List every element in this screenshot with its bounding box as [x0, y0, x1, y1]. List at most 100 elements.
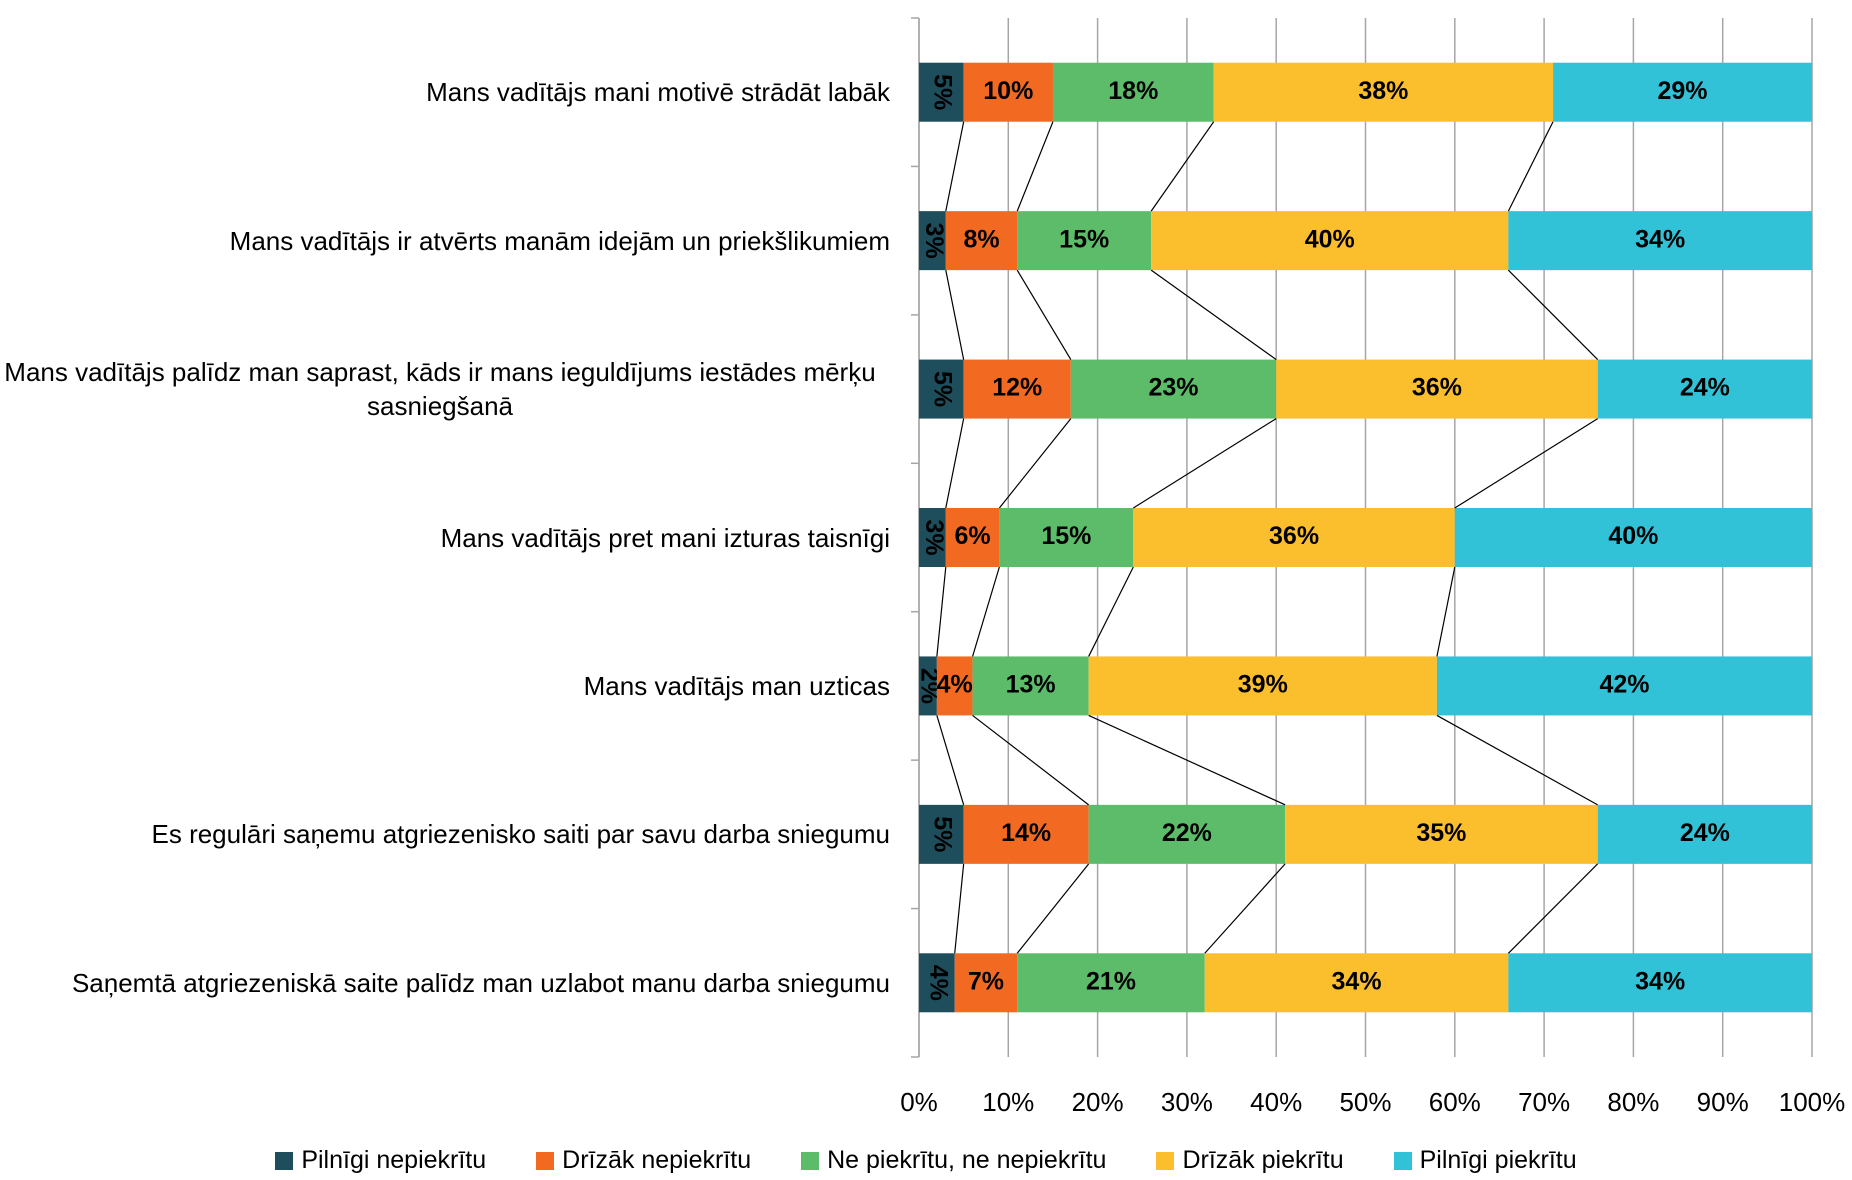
- bar: [963, 804, 1089, 864]
- bar: [963, 62, 1053, 122]
- legend-label: Pilnīgi piekrītu: [1419, 1146, 1577, 1174]
- data-label: 5%: [929, 371, 957, 407]
- bar: [1088, 804, 1286, 864]
- series-line: [1150, 121, 1215, 212]
- category-label: Mans vadītājs man uzticas: [0, 669, 890, 703]
- legend-swatch: [1156, 1151, 1175, 1170]
- x-tick-label: 50%: [1339, 1087, 1391, 1117]
- bar: [1213, 62, 1554, 122]
- bar: [1070, 359, 1277, 419]
- data-label: 5%: [929, 74, 957, 110]
- legend-item: Pilnīgi piekrītu: [1393, 1146, 1577, 1175]
- legend-swatch: [1393, 1151, 1412, 1170]
- x-tick-label: 90%: [1697, 1087, 1749, 1117]
- series-line: [1016, 269, 1072, 360]
- legend-swatch: [536, 1151, 555, 1170]
- bar: [1052, 62, 1214, 122]
- category-label: Es regulāri saņemu atgriezenisko saiti p…: [0, 817, 891, 851]
- data-label: 12%: [992, 374, 1042, 402]
- bar: [919, 359, 964, 419]
- data-label: 22%: [1162, 819, 1212, 847]
- series-line: [1016, 121, 1054, 212]
- category-text: Es regulāri saņemu atgriezenisko saiti p…: [151, 819, 891, 850]
- bar: [1151, 211, 1509, 271]
- data-label: 3%: [920, 519, 948, 555]
- bar: [919, 62, 964, 122]
- legend-label: Drīzāk nepiekrītu: [562, 1146, 752, 1174]
- bar: [954, 953, 1018, 1013]
- series-line: [972, 714, 1090, 806]
- data-label: 8%: [963, 225, 999, 253]
- bar: [1285, 804, 1598, 864]
- category-text: Mans vadītājs palīdz man saprast, kāds i…: [4, 357, 876, 422]
- series-line: [1507, 863, 1599, 954]
- data-label: 18%: [1108, 77, 1158, 105]
- category-text: Mans vadītājs man uzticas: [583, 670, 890, 701]
- bar: [1436, 656, 1812, 716]
- data-label: 42%: [1599, 671, 1649, 699]
- legend-item: Ne piekrītu, ne nepiekrītu: [801, 1146, 1106, 1175]
- bar: [936, 656, 973, 716]
- data-label: 34%: [1332, 967, 1382, 995]
- data-label: 36%: [1412, 374, 1462, 402]
- data-label: 40%: [1305, 225, 1355, 253]
- bar: [972, 656, 1089, 716]
- legend-swatch: [275, 1151, 294, 1170]
- data-label: 21%: [1086, 967, 1136, 995]
- legend-item: Drīzāk nepiekrītu: [536, 1146, 751, 1175]
- data-label: 29%: [1657, 77, 1707, 105]
- bar: [1017, 211, 1152, 271]
- bar: [919, 953, 955, 1013]
- legend-item: Drīzāk piekrītu: [1156, 1146, 1344, 1175]
- x-tick-label: 80%: [1607, 1087, 1659, 1117]
- data-label: 35%: [1416, 819, 1466, 847]
- series-line: [972, 566, 1000, 657]
- series-line: [945, 418, 965, 509]
- data-label: 15%: [1059, 225, 1109, 253]
- series-line: [945, 121, 965, 212]
- data-label: 6%: [955, 522, 991, 550]
- data-label: 4%: [924, 965, 952, 1001]
- legend-item: Pilnīgi nepiekrītu: [275, 1146, 486, 1175]
- legend-swatch: [801, 1151, 820, 1170]
- data-label: 40%: [1608, 522, 1658, 550]
- bar: [1508, 953, 1812, 1013]
- bar: [945, 508, 1000, 567]
- series-line: [936, 566, 947, 657]
- bar: [963, 359, 1071, 419]
- legend: Pilnīgi nepiekrītu Drīzāk nepiekrītu Ne pi…: [0, 1146, 1852, 1175]
- series-line: [1088, 566, 1134, 657]
- data-label: 24%: [1680, 374, 1730, 402]
- bar: [1597, 359, 1812, 419]
- x-tick-label: 0%: [900, 1087, 938, 1117]
- x-tick-label: 20%: [1072, 1087, 1124, 1117]
- data-label: 34%: [1635, 967, 1685, 995]
- data-label: 14%: [1001, 819, 1051, 847]
- series-line: [1436, 714, 1598, 806]
- series-line: [1454, 418, 1598, 509]
- bar: [1597, 804, 1812, 864]
- x-tick-label: 30%: [1161, 1087, 1213, 1117]
- bar: [1276, 359, 1598, 419]
- category-label: Mans vadītājs palīdz man saprast, kāds i…: [0, 355, 890, 423]
- bar: [1133, 508, 1455, 567]
- x-tick-label: 60%: [1429, 1087, 1481, 1117]
- series-line: [1436, 566, 1456, 657]
- bar: [919, 656, 937, 716]
- bar: [945, 211, 1018, 271]
- bar: [1088, 656, 1437, 716]
- series-line: [1150, 269, 1277, 361]
- bar: [1508, 211, 1812, 271]
- x-tick-label: 10%: [982, 1087, 1034, 1117]
- bar: [919, 508, 946, 567]
- series-line: [1204, 863, 1286, 954]
- x-tick-label: 70%: [1518, 1087, 1570, 1117]
- series-line: [998, 418, 1072, 509]
- series-line: [945, 270, 965, 360]
- legend-label: Pilnīgi nepiekrītu: [301, 1146, 487, 1174]
- bar: [919, 211, 946, 271]
- series-line: [1507, 269, 1599, 360]
- bar: [919, 804, 964, 864]
- bar: [1017, 953, 1205, 1013]
